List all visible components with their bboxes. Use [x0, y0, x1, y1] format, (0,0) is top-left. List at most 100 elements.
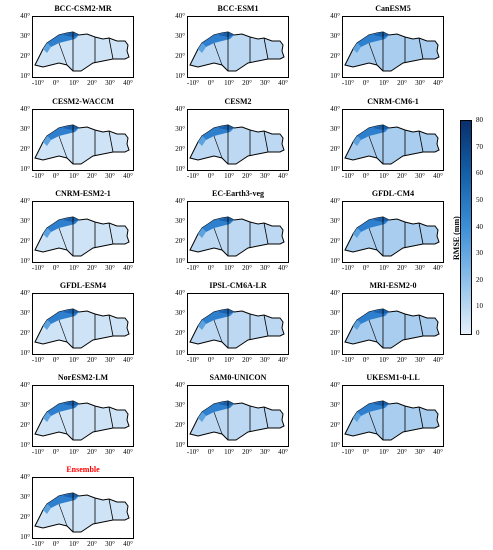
x-tick-label: 20°: [397, 264, 407, 272]
x-tick-label: 20°: [242, 264, 252, 272]
y-tick-label: 40°: [20, 105, 30, 113]
y-tick-label: 40°: [20, 197, 30, 205]
y-tick-label: 10°: [330, 349, 340, 357]
x-tick-label: -10°: [341, 448, 355, 456]
x-tick-label: 20°: [87, 540, 97, 548]
map-panel: EC-Earth3-veg 40° 30° 20° 10° -10° 0° 10° 20° 30…: [163, 189, 313, 272]
x-tick-label: 10°: [69, 79, 79, 87]
map-panel: IPSL-CM6A-LR 40° 30° 20° 10° -10° 0° 10° 20° 30°…: [163, 281, 313, 364]
colorbar-tick-label: 50: [476, 195, 483, 204]
colorbar-gradient: [461, 121, 471, 334]
panel-title: BCC-ESM1: [217, 4, 259, 13]
panel-title: EC-Earth3-veg: [212, 189, 264, 198]
y-tick-label: 20°: [330, 421, 340, 429]
map-panel: BCC-ESM1 40° 30° 20° 10° -10° 0° 10° 20° 30° 40°: [163, 4, 313, 87]
x-tick-label: 20°: [242, 356, 252, 364]
y-tick-label: 10°: [330, 441, 340, 449]
colorbar: [460, 120, 472, 335]
map-plot: [187, 16, 289, 78]
x-tick-label: 20°: [87, 264, 97, 272]
y-tick-label: 30°: [20, 309, 30, 317]
x-tick-label: 40°: [433, 264, 443, 272]
map-panel: CNRM-CM6-1 40° 30° 20° 10° -10° 0° 10° 20° 30° 40…: [318, 97, 468, 180]
x-tick-label: 30°: [260, 448, 270, 456]
x-tick-label: -10°: [31, 172, 45, 180]
x-tick-label: 0°: [52, 264, 60, 272]
x-tick-label: 40°: [433, 448, 443, 456]
y-tick-label: 10°: [20, 349, 30, 357]
y-tick-label: 40°: [20, 289, 30, 297]
y-tick-label: 10°: [175, 349, 185, 357]
map-plot: [187, 293, 289, 355]
map-panel: UKESM1-0-LL 40° 30° 20° 10° -10° 0° 10° 20° 30° 4…: [318, 373, 468, 456]
x-tick-label: 0°: [362, 264, 370, 272]
x-tick-label: 40°: [433, 79, 443, 87]
y-tick-label: 30°: [330, 125, 340, 133]
x-tick-label: 20°: [242, 172, 252, 180]
x-tick-label: 30°: [415, 448, 425, 456]
x-tick-label: 0°: [52, 356, 60, 364]
x-tick-label: 0°: [207, 356, 215, 364]
map-panel: GFDL-CM4 40° 30° 20° 10° -10° 0° 10° 20° 30° 40°: [318, 189, 468, 272]
y-tick-label: 20°: [330, 329, 340, 337]
y-tick-label: 20°: [330, 237, 340, 245]
y-tick-label: 10°: [330, 72, 340, 80]
map-plot: [32, 385, 134, 447]
y-tick-label: 30°: [20, 401, 30, 409]
panel-title: CanESM5: [375, 4, 411, 13]
y-tick-label: 10°: [330, 257, 340, 265]
x-tick-label: 40°: [123, 172, 133, 180]
colorbar-tick-label: 20: [476, 275, 483, 284]
map-plot: [187, 385, 289, 447]
y-tick-label: 30°: [175, 125, 185, 133]
x-tick-label: 0°: [207, 448, 215, 456]
x-tick-label: 40°: [123, 356, 133, 364]
x-tick-label: 40°: [278, 172, 288, 180]
colorbar-tick-label: 40: [476, 222, 483, 231]
x-tick-label: 10°: [379, 448, 389, 456]
map-panel: SAM0-UNICON 40° 30° 20° 10° -10° 0° 10° 20° 30° 4…: [163, 373, 313, 456]
y-tick-label: 40°: [175, 289, 185, 297]
map-plot: [342, 201, 444, 263]
y-tick-label: 20°: [20, 237, 30, 245]
x-tick-label: 10°: [224, 172, 234, 180]
panel-title: BCC-CSM2-MR: [54, 4, 112, 13]
x-tick-label: 30°: [415, 356, 425, 364]
x-tick-label: -10°: [31, 356, 45, 364]
x-tick-label: 0°: [52, 448, 60, 456]
y-tick-label: 30°: [175, 32, 185, 40]
x-tick-label: 20°: [87, 448, 97, 456]
x-tick-label: 10°: [379, 264, 389, 272]
y-tick-label: 40°: [330, 105, 340, 113]
x-tick-label: 30°: [260, 79, 270, 87]
x-tick-label: -10°: [341, 264, 355, 272]
y-tick-label: 20°: [175, 52, 185, 60]
colorbar-tick-label: 80: [476, 116, 483, 124]
x-tick-label: 0°: [207, 264, 215, 272]
x-tick-label: -10°: [186, 356, 200, 364]
colorbar-label: RMSE (mm): [452, 216, 461, 260]
y-tick-label: 30°: [20, 32, 30, 40]
colorbar-tick-label: 0: [476, 329, 480, 337]
x-tick-label: 40°: [278, 448, 288, 456]
map-plot: [342, 109, 444, 171]
x-tick-label: 10°: [69, 172, 79, 180]
map-plot: [32, 201, 134, 263]
y-tick-label: 20°: [20, 513, 30, 521]
y-tick-label: 30°: [20, 217, 30, 225]
x-tick-label: 30°: [105, 540, 115, 548]
y-tick-label: 30°: [175, 309, 185, 317]
x-tick-label: 30°: [260, 172, 270, 180]
x-tick-label: 20°: [397, 356, 407, 364]
y-tick-label: 20°: [20, 52, 30, 60]
x-tick-label: 40°: [433, 172, 443, 180]
x-tick-label: 0°: [362, 356, 370, 364]
x-tick-label: 0°: [362, 448, 370, 456]
x-tick-label: -10°: [31, 540, 45, 548]
x-tick-label: -10°: [186, 172, 200, 180]
y-tick-label: 20°: [175, 145, 185, 153]
y-tick-label: 40°: [175, 381, 185, 389]
x-tick-label: 0°: [207, 172, 215, 180]
map-panel: Ensemble 40° 30° 20° 10° -10° 0° 10° 20° 30° 40°: [8, 465, 158, 548]
x-tick-label: 10°: [224, 448, 234, 456]
